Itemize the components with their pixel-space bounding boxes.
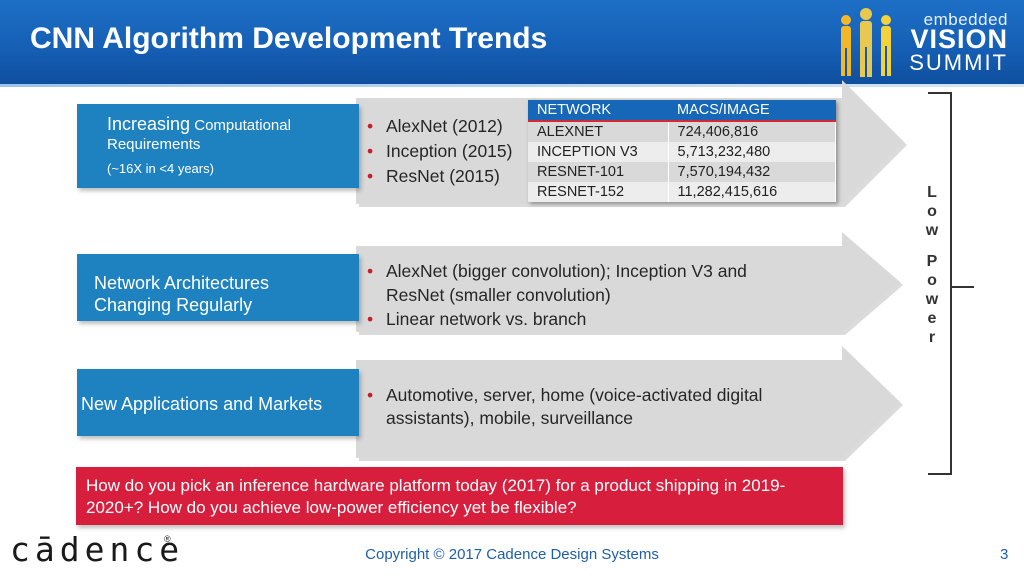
low-power-letter: w <box>925 291 939 308</box>
table-row: ALEXNET 724,406,816 <box>528 121 836 142</box>
row1-title-rest: Computational <box>190 117 291 134</box>
new-applications-box: New Applications and Markets <box>77 369 359 436</box>
bracket-tick <box>952 286 974 288</box>
table-header-macs: MACS/IMAGE <box>668 100 836 122</box>
row2-bullets: AlexNet (bigger convolution); Inception … <box>362 259 782 331</box>
bullet-linear-vs-branch: Linear network vs. branch <box>362 307 782 331</box>
row1-line2: Requirements <box>107 136 201 153</box>
logo-text-vision: VISION <box>910 24 1008 54</box>
table-cell-network: RESNET-101 <box>528 162 669 182</box>
bracket-bottom <box>928 473 952 475</box>
table-row: RESNET-101 7,570,194,432 <box>528 162 836 182</box>
low-power-label: L o w P o w e r <box>918 184 946 348</box>
logo-text-summit: SUMMIT <box>909 50 1008 75</box>
row3-line1: New Applications and Markets <box>81 394 323 414</box>
bullet-applications: Automotive, server, home (voice-activate… <box>362 384 832 430</box>
row1-line3: (~16X in <4 years) <box>107 161 214 176</box>
logo-text-embedded: embedded <box>923 10 1008 29</box>
embedded-vision-summit-logo: embedded VISION SUMMIT <box>832 4 1020 80</box>
low-power-letter: o <box>927 203 937 220</box>
row2-line1: Network Architectures <box>94 273 270 293</box>
question-text: How do you pick an inference hardware pl… <box>86 476 786 517</box>
registered-mark: ® <box>164 534 171 544</box>
bullet-inception-2015: Inception (2015) <box>362 139 542 164</box>
question-box: How do you pick an inference hardware pl… <box>76 467 843 525</box>
row1-title: Increasing <box>107 114 191 134</box>
table-cell-macs: 11,282,415,616 <box>668 182 836 202</box>
people-figures-icon <box>841 8 891 77</box>
low-power-letter: e <box>927 310 937 327</box>
table-cell-macs: 724,406,816 <box>668 121 836 142</box>
row2-line2: Changing Regularly <box>94 295 253 315</box>
bracket-top <box>928 92 952 94</box>
table-header-row: NETWORK MACS/IMAGE <box>528 100 836 122</box>
table-cell-macs: 5,713,232,480 <box>668 142 836 162</box>
low-power-letter: P <box>926 253 938 270</box>
table-header-network: NETWORK <box>528 100 668 122</box>
table-cell-macs: 7,570,194,432 <box>668 162 836 182</box>
low-power-letter: r <box>928 329 936 346</box>
bullet-alexnet-2012: AlexNet (2012) <box>362 114 542 139</box>
macs-per-image-table: NETWORK MACS/IMAGE ALEXNET 724,406,816 I… <box>528 100 836 202</box>
table-cell-network: ALEXNET <box>528 121 669 142</box>
bullet-resnet-2015: ResNet (2015) <box>362 164 542 189</box>
copyright-text: Copyright © 2017 Cadence Design Systems <box>365 546 659 563</box>
page-number: 3 <box>1000 546 1009 563</box>
bullet-convolution-sizes: AlexNet (bigger convolution); Inception … <box>362 259 782 307</box>
computational-requirements-box: Increasing Computational Requirements (~… <box>77 104 359 188</box>
cadence-logo: cādence <box>10 530 185 569</box>
low-power-gap <box>918 241 946 253</box>
row1-bullets: AlexNet (2012) Inception (2015) ResNet (… <box>362 114 542 189</box>
low-power-letter: o <box>927 272 937 289</box>
table-cell-network: RESNET-152 <box>528 182 669 202</box>
header-rule <box>0 84 1024 87</box>
bracket-line <box>950 92 952 475</box>
table-cell-network: INCEPTION V3 <box>528 142 669 162</box>
table-row: INCEPTION V3 5,713,232,480 <box>528 142 836 162</box>
slide-title: CNN Algorithm Development Trends <box>30 22 548 55</box>
row3-bullets: Automotive, server, home (voice-activate… <box>362 384 832 430</box>
low-power-letter: w <box>925 222 939 239</box>
table-row: RESNET-152 11,282,415,616 <box>528 182 836 202</box>
low-power-letter: L <box>927 184 937 201</box>
network-architectures-box: Network Architectures Changing Regularly <box>77 254 359 321</box>
slide-header <box>0 0 1024 84</box>
